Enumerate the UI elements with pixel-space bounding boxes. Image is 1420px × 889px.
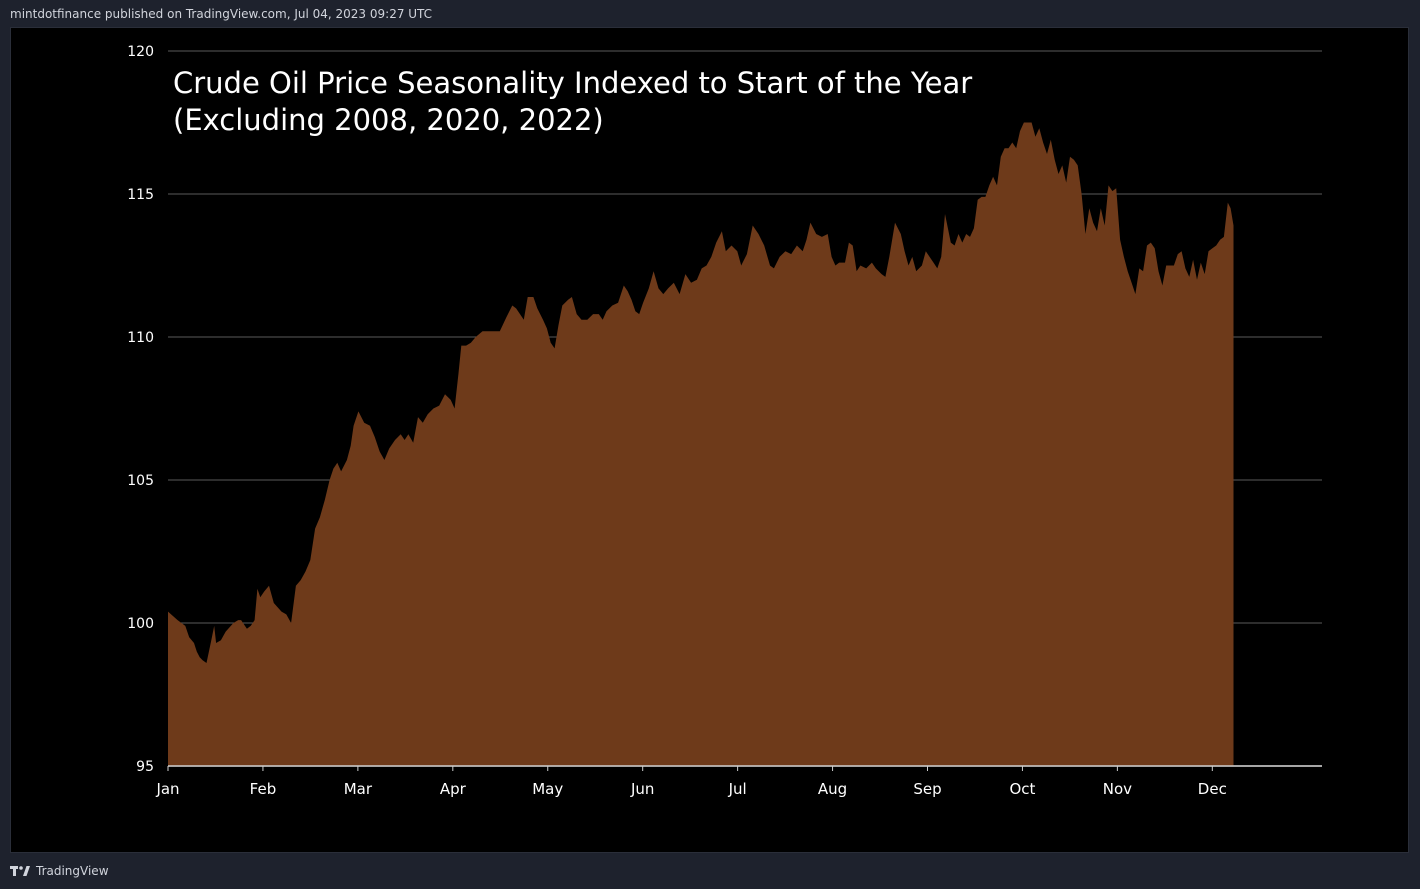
chart-panel: 95 100 105 110 115 120 Jan Feb Mar Apr May Jun Jul A… bbox=[10, 27, 1409, 853]
x-tick-label: Mar bbox=[344, 780, 373, 798]
y-tick-label: 120 bbox=[127, 44, 154, 60]
x-tick-label: Aug bbox=[818, 780, 847, 798]
x-axis: Jan Feb Mar Apr May Jun Jul Aug Sep Oct Nov Dec bbox=[155, 765, 1322, 798]
x-tick-label: Feb bbox=[250, 780, 277, 798]
y-tick-label: 105 bbox=[127, 473, 154, 489]
x-tick-label: Nov bbox=[1103, 780, 1132, 798]
area-chart: 95 100 105 110 115 120 Jan Feb Mar Apr May Jun Jul A… bbox=[127, 44, 1322, 798]
footer: TradingView bbox=[10, 862, 109, 880]
y-tick-label: 115 bbox=[127, 187, 154, 203]
x-tick-label: May bbox=[532, 780, 563, 798]
y-tick-label: 95 bbox=[136, 759, 154, 775]
x-tick-label: Jul bbox=[728, 780, 747, 798]
x-tick-label: Jan bbox=[155, 780, 179, 798]
attribution-header: mintdotfinance published on TradingView.… bbox=[10, 7, 433, 21]
x-tick-label: Dec bbox=[1198, 780, 1227, 798]
chart-title: Crude Oil Price Seasonality Indexed to S… bbox=[173, 66, 972, 100]
x-tick-label: Oct bbox=[1009, 780, 1035, 798]
y-axis: 95 100 105 110 115 120 bbox=[127, 44, 154, 775]
x-tick-label: Sep bbox=[913, 780, 941, 798]
price-area-series bbox=[168, 122, 1234, 766]
x-tick-label: Jun bbox=[630, 780, 654, 798]
chart-subtitle: (Excluding 2008, 2020, 2022) bbox=[173, 103, 604, 137]
y-tick-label: 100 bbox=[127, 616, 154, 632]
footer-brand[interactable]: TradingView bbox=[36, 864, 109, 878]
tradingview-logo-icon[interactable] bbox=[10, 866, 30, 876]
y-tick-label: 110 bbox=[127, 330, 154, 346]
x-tick-label: Apr bbox=[440, 780, 467, 798]
